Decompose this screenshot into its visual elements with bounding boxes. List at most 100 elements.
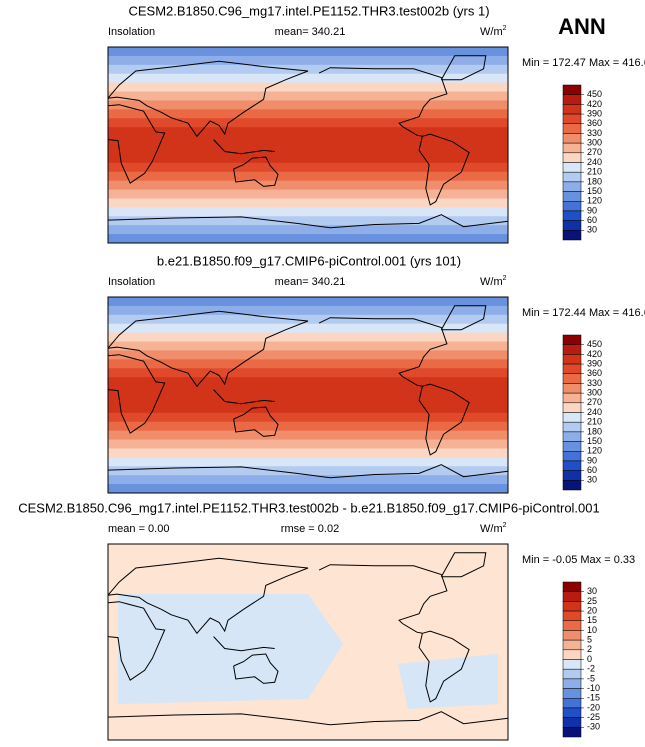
colorbar-label: 180 <box>587 426 602 436</box>
colorbar-box <box>562 698 582 709</box>
colorbar-label: 150 <box>587 436 602 446</box>
map-frame <box>107 543 509 741</box>
panel-title: CESM2.B1850.C96_mg17.intel.PE1152.THR3.t… <box>18 500 600 515</box>
map-band <box>108 180 508 191</box>
map-band <box>108 448 508 458</box>
colorbar-label: 450 <box>587 89 602 99</box>
map-band <box>108 332 508 343</box>
map-band <box>108 55 508 66</box>
coastline <box>418 630 470 703</box>
colorbar-label: 120 <box>587 446 602 456</box>
map-band <box>108 314 508 325</box>
units: W/m2 <box>480 25 507 38</box>
colorbar-box <box>562 133 582 144</box>
colorbar-box <box>562 451 582 462</box>
colorbar-label: 450 <box>587 339 602 349</box>
colorbar-box <box>562 210 582 221</box>
colorbar-label: 0 <box>587 654 592 664</box>
panel-left-label: Insolation <box>108 26 155 38</box>
colorbar-box <box>562 659 582 670</box>
coastline <box>318 67 448 137</box>
map-band <box>108 484 508 494</box>
coastline <box>233 156 279 187</box>
colorbar-box <box>562 392 582 404</box>
units: W/m2 <box>480 522 507 535</box>
map-band <box>108 421 508 432</box>
min-max-stats: Min = -0.05 Max = 0.33 <box>522 554 635 566</box>
colorbar-box <box>562 181 582 192</box>
coastline <box>107 104 166 184</box>
colorbar-box <box>562 412 582 423</box>
coastline <box>107 711 509 726</box>
map-band <box>108 377 508 387</box>
map-band <box>108 386 508 396</box>
colorbar-box <box>562 334 582 345</box>
coastline <box>107 354 166 434</box>
colorbar-box <box>562 191 582 202</box>
map-band <box>108 162 508 173</box>
colorbar-box <box>562 480 582 491</box>
colorbar-box <box>562 591 582 602</box>
colorbar-label: 20 <box>587 605 597 615</box>
map-band <box>108 412 508 423</box>
map-band <box>108 305 508 316</box>
map-band <box>108 368 508 378</box>
colorbar-box <box>562 421 582 433</box>
map-band <box>108 350 508 360</box>
map-band <box>108 91 508 101</box>
colorbar-box <box>562 431 582 442</box>
colorbar-box <box>562 162 582 173</box>
colorbar-box <box>562 152 582 163</box>
colorbar-box <box>562 639 582 651</box>
colorbar-box <box>562 441 582 452</box>
panel: CESM2.B1850.C96_mg17.intel.PE1152.THR3.t… <box>18 500 635 741</box>
coastline <box>213 389 275 405</box>
panel-center-label: mean= 340.21 <box>275 276 346 288</box>
colorbar-box <box>562 363 582 374</box>
min-max-stats: Min = 172.47 Max = 416.64 <box>522 57 645 69</box>
map <box>107 543 509 741</box>
colorbar-label: 360 <box>587 118 602 128</box>
coastline <box>107 601 166 681</box>
colorbar-box <box>562 470 582 481</box>
map-band <box>108 145 508 155</box>
colorbar-label: 60 <box>587 465 597 475</box>
panel: CESM2.B1850.C96_mg17.intel.PE1152.THR3.t… <box>107 3 645 244</box>
colorbar-label: 390 <box>587 358 602 368</box>
colorbar-label: 90 <box>587 455 597 465</box>
colorbar-box <box>562 620 582 631</box>
colorbar-box <box>562 230 582 241</box>
coastline <box>107 214 509 229</box>
colorbar-label: 30 <box>587 225 597 235</box>
map-band <box>108 47 508 57</box>
colorbar-label: 300 <box>587 388 602 398</box>
colorbar-box <box>562 354 582 365</box>
colorbar-label: 330 <box>587 378 602 388</box>
colorbar-label: 390 <box>587 108 602 118</box>
colorbar-box <box>562 84 582 95</box>
coastline <box>418 133 470 206</box>
panel-left-label: mean = 0.00 <box>108 523 169 535</box>
map-band <box>108 171 508 182</box>
colorbar-box <box>562 727 582 738</box>
colorbar-label: 15 <box>587 615 597 625</box>
colorbar-box <box>562 113 582 124</box>
colorbar-box <box>562 668 582 680</box>
coastline <box>233 406 279 437</box>
map-band <box>108 189 508 199</box>
map-band <box>108 216 508 226</box>
map-frame <box>107 296 509 494</box>
map-band <box>108 466 508 476</box>
colorbar-label: -2 <box>587 664 595 674</box>
map-band <box>108 395 508 405</box>
map-band <box>108 457 508 467</box>
colorbar-label: 240 <box>587 407 602 417</box>
colorbar-box <box>562 678 582 689</box>
coastline <box>233 653 279 684</box>
colorbar-box <box>562 344 582 355</box>
map-band <box>108 64 508 75</box>
colorbar-box <box>562 630 582 641</box>
map-band <box>108 127 508 137</box>
map-band <box>108 118 508 128</box>
colorbar-label: 210 <box>587 167 602 177</box>
